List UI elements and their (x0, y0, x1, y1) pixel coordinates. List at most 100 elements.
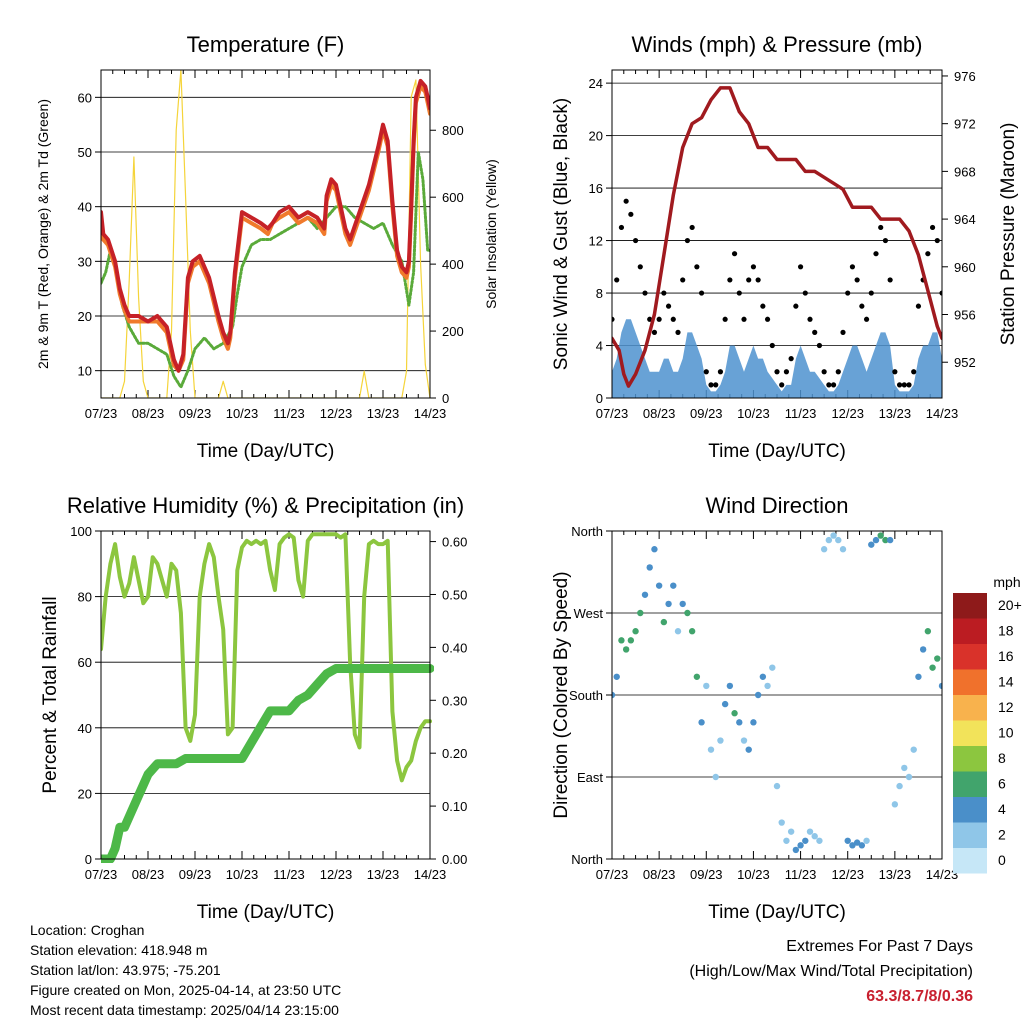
gust-point (760, 303, 766, 309)
rh-line (101, 532, 432, 783)
gust-point (731, 251, 738, 257)
y-tick-label: 80 (78, 590, 92, 605)
gust-point (628, 211, 634, 217)
direction-point (886, 536, 894, 544)
x-tick-label: 13/23 (879, 867, 912, 882)
gust-point (774, 369, 780, 375)
x-tick-label: 13/23 (367, 406, 400, 421)
direction-point (905, 773, 913, 781)
x-tick-label: 11/23 (273, 406, 305, 421)
gust-point (859, 303, 865, 309)
direction-point (792, 846, 800, 854)
direction-point (612, 691, 616, 699)
y-tick-label: 40 (78, 721, 92, 736)
y2-tick-label: 952 (954, 355, 976, 370)
direction-point (773, 782, 781, 790)
gust-point (637, 264, 643, 270)
x-tick-label: 09/23 (690, 867, 723, 882)
y-tick-label: 8 (596, 286, 603, 301)
direction-point (655, 582, 663, 589)
gust-point (797, 264, 804, 270)
panel-humidity: Relative Humidity (%) & Precipitation (i… (40, 493, 467, 923)
legend-label: 2 (998, 827, 1006, 843)
x-tick-label: 11/23 (785, 867, 817, 882)
y-tick-label: 20 (78, 786, 92, 801)
direction-point (754, 691, 762, 699)
y-tick-label: 30 (78, 254, 92, 269)
gust-point (618, 224, 625, 231)
direction-point (759, 673, 767, 680)
x-tick-label: 14/23 (414, 867, 447, 882)
gust-point (746, 277, 752, 283)
direction-point (618, 637, 625, 644)
direction-point (674, 628, 682, 635)
legend-swatch (953, 848, 987, 874)
y2-tick-label: 964 (954, 212, 976, 227)
direction-point (698, 719, 705, 726)
y-axis-label: Sonic Wind & Gust (Blue, Black) (551, 98, 572, 370)
direction-point (924, 628, 932, 635)
direction-point (853, 839, 861, 846)
gust-point (793, 303, 799, 309)
y-tick-label: North (571, 524, 603, 539)
direction-point (783, 837, 790, 844)
gust-point (680, 277, 686, 283)
y-tick-label: 20 (589, 129, 603, 144)
y2-tick-label: 972 (954, 117, 976, 132)
y-tick-label: South (569, 688, 603, 703)
x-tick-label: 13/23 (879, 406, 912, 421)
direction-point (849, 842, 856, 849)
direction-point (721, 700, 729, 708)
gust-point (764, 316, 771, 322)
gust-point (623, 198, 629, 204)
direction-point (797, 842, 804, 849)
gust-point (906, 382, 912, 388)
y-axis-label: Direction (Colored By Speed) (551, 571, 572, 818)
extremes-box: Extremes For Past 7 Days (High/Low/Max W… (689, 934, 973, 1009)
gust-point (849, 264, 856, 270)
direction-point (731, 710, 738, 717)
wind-speed-band (612, 319, 942, 398)
direction-point (929, 664, 936, 671)
x-axis-label: Time (Day/UTC) (197, 441, 335, 462)
y2-tick-label: 0.50 (442, 587, 467, 602)
y-tick-label: West (574, 606, 604, 621)
gust-point (689, 224, 695, 231)
gust-point (736, 290, 742, 296)
x-tick-label: 07/23 (596, 406, 629, 421)
direction-point (820, 546, 828, 553)
x-tick-label: 12/23 (831, 406, 864, 421)
y2-tick-label: 400 (442, 257, 464, 272)
direction-point (712, 773, 719, 781)
y-axis-label: Percent & Total Rainfall (40, 596, 61, 793)
x-tick-label: 08/23 (643, 406, 676, 421)
direction-point (707, 746, 715, 753)
gust-point (816, 342, 823, 349)
x-tick-label: 14/23 (414, 406, 447, 421)
gust-point (826, 382, 832, 388)
legend-title: mph (993, 574, 1020, 590)
extremes-title: Extremes For Past 7 Days (786, 938, 973, 955)
gust-point (727, 277, 733, 283)
gust-point (708, 382, 714, 388)
gust-point (670, 316, 676, 322)
legend-swatch (953, 746, 987, 772)
y2-tick-label: 968 (954, 164, 976, 179)
gust-point (934, 237, 940, 244)
legend-swatch (953, 771, 987, 797)
direction-point (660, 618, 668, 626)
x-tick-label: 07/23 (596, 867, 629, 882)
gust-point (925, 251, 931, 257)
direction-point (787, 828, 795, 835)
legend-swatch (953, 695, 987, 721)
x-tick-label: 11/23 (785, 406, 817, 421)
gust-point (750, 264, 757, 270)
direction-point (835, 536, 842, 544)
gust-point (642, 290, 648, 296)
y2-tick-label: 0.00 (442, 852, 467, 867)
gust-point (878, 224, 884, 231)
x-axis-label: Time (Day/UTC) (708, 902, 846, 923)
x-tick-label: 09/23 (179, 406, 212, 421)
gust-point (661, 290, 667, 296)
